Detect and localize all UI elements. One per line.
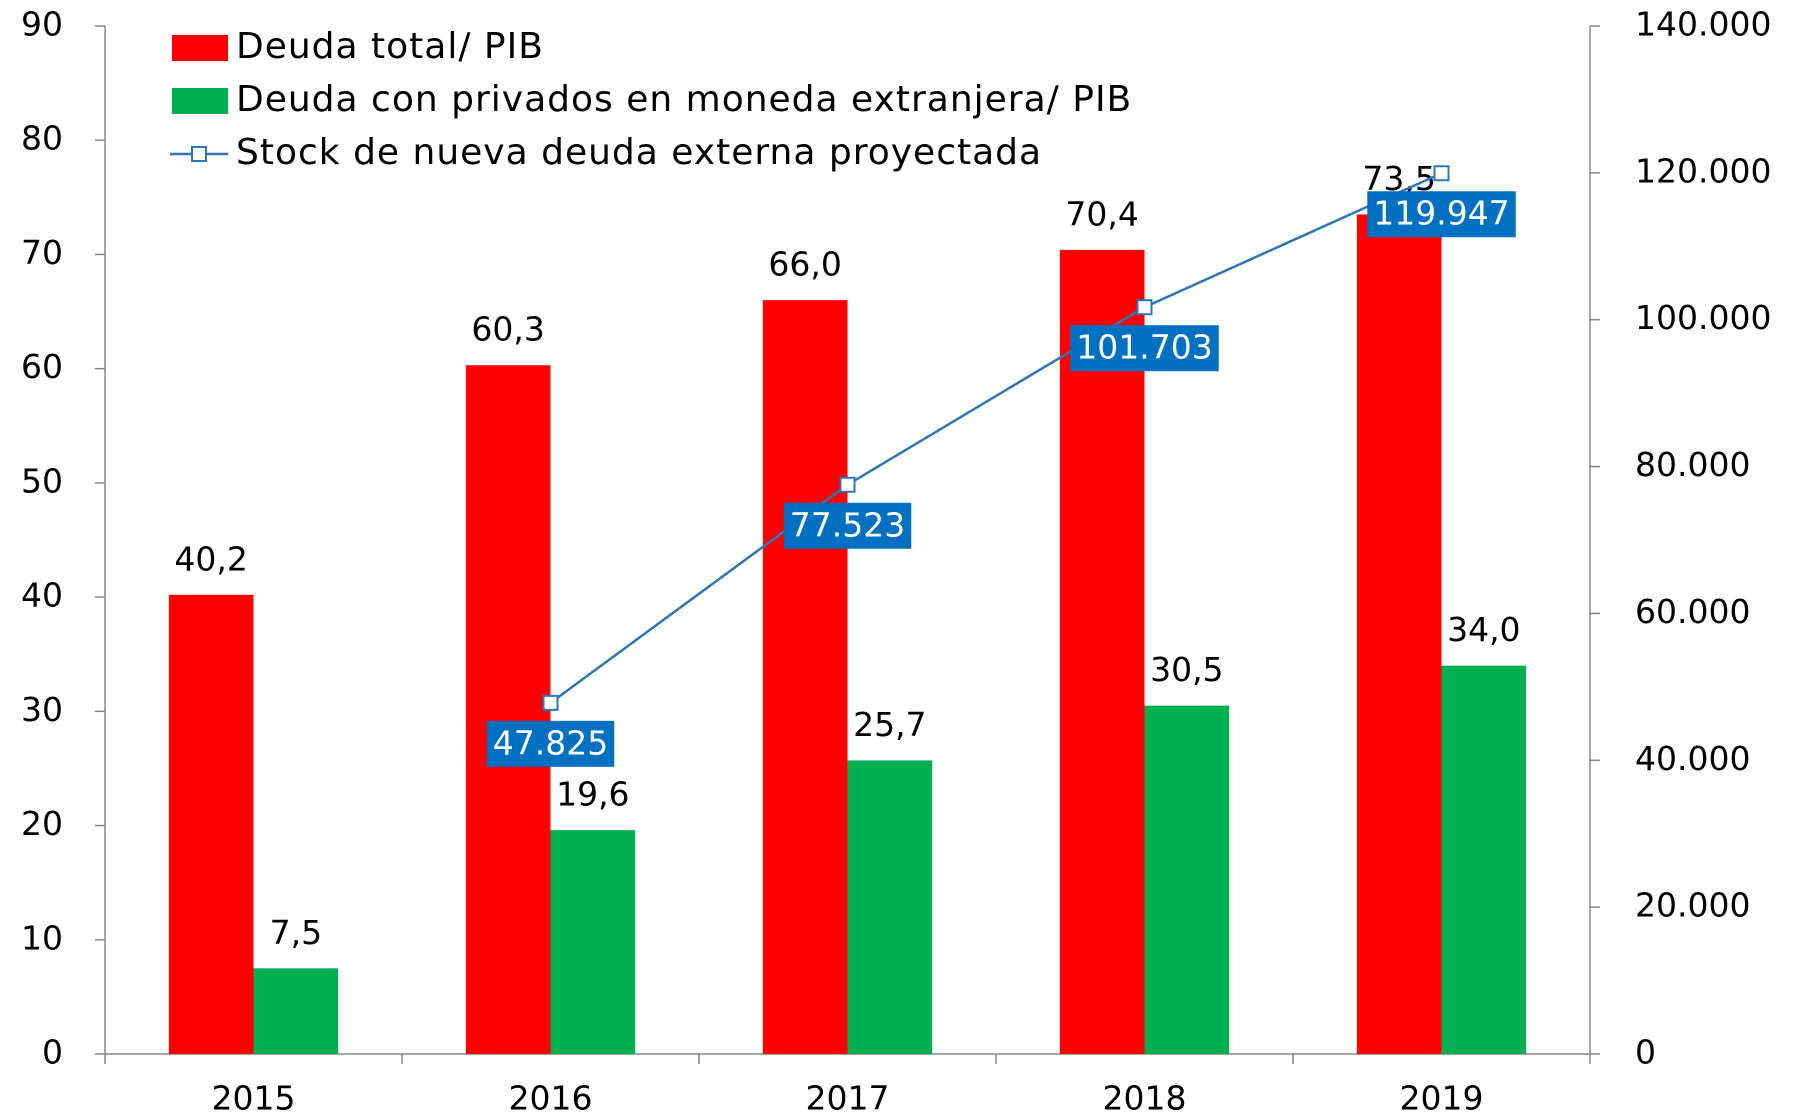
bar-value-label: 40,2: [174, 539, 247, 578]
y-tick-label: 80: [21, 119, 63, 158]
legend-label: Deuda con privados en moneda extranjera/…: [236, 79, 1132, 120]
bar-value-label: 60,3: [471, 310, 544, 349]
bar: [847, 760, 933, 1054]
y-tick-label: 0: [42, 1033, 63, 1072]
legend-label: Deuda total/ PIB: [236, 26, 544, 67]
bar-value-label: 19,6: [556, 775, 629, 814]
x-tick-label: 2018: [1103, 1079, 1187, 1115]
x-tick-label: 2019: [1400, 1079, 1484, 1115]
line: [549, 172, 1443, 704]
bar: [1144, 705, 1230, 1054]
y-tick-label: 60: [21, 347, 63, 386]
legend-label: Stock de nueva deuda externa proyectada: [236, 132, 1042, 173]
bar: [550, 830, 636, 1054]
bar: [253, 968, 339, 1054]
line-marker: [839, 476, 856, 493]
bar: [1356, 214, 1442, 1054]
bar-value-label: 66,0: [768, 245, 841, 284]
y2-tick-label: 140.000: [1635, 5, 1771, 44]
y-tick-label: 40: [21, 576, 63, 615]
bar: [762, 300, 848, 1055]
line-value-label: 119.947: [1373, 194, 1509, 233]
x-tick-label: 2016: [509, 1079, 593, 1115]
bar-value-label: 7,5: [270, 913, 322, 952]
line-marker: [1433, 165, 1450, 182]
line-marker: [542, 694, 559, 711]
y-tick-label: 50: [21, 461, 63, 500]
legend-marker: [191, 146, 207, 162]
line-value-label: 77.523: [790, 505, 905, 544]
y2-tick-label: 100.000: [1635, 298, 1771, 337]
y-tick-label: 20: [21, 804, 63, 843]
line-value-label: 101.703: [1076, 328, 1212, 367]
y-tick-label: 70: [21, 233, 63, 272]
y2-tick-label: 120.000: [1635, 151, 1771, 190]
bar-value-label: 70,4: [1065, 194, 1138, 233]
x-tick-label: 2015: [212, 1079, 296, 1115]
y-tick-label: 90: [21, 5, 63, 44]
legend-swatch: [172, 88, 228, 114]
bar: [465, 365, 551, 1054]
y2-tick-label: 20.000: [1635, 886, 1750, 925]
legend-swatch: [172, 35, 228, 61]
line-value-label: 47.825: [493, 723, 608, 762]
line-label-box: [1367, 191, 1516, 238]
y2-tick-label: 80.000: [1635, 445, 1750, 484]
bar-value-label: 34,0: [1447, 610, 1520, 649]
line-marker: [1136, 299, 1153, 316]
y-tick-label: 30: [21, 690, 63, 729]
bar: [168, 594, 254, 1054]
line-label-box: [1070, 325, 1219, 372]
bar-value-label: 30,5: [1150, 650, 1223, 689]
bar: [1441, 665, 1527, 1054]
y-tick-label: 10: [21, 918, 63, 957]
line-label-box: [783, 502, 912, 549]
y2-tick-label: 0: [1635, 1033, 1656, 1072]
y2-tick-label: 60.000: [1635, 592, 1750, 631]
x-tick-label: 2017: [806, 1079, 890, 1115]
bar: [1059, 249, 1145, 1054]
bar-value-label: 25,7: [853, 705, 926, 744]
y2-tick-label: 40.000: [1635, 739, 1750, 778]
line-label-box: [486, 720, 615, 767]
